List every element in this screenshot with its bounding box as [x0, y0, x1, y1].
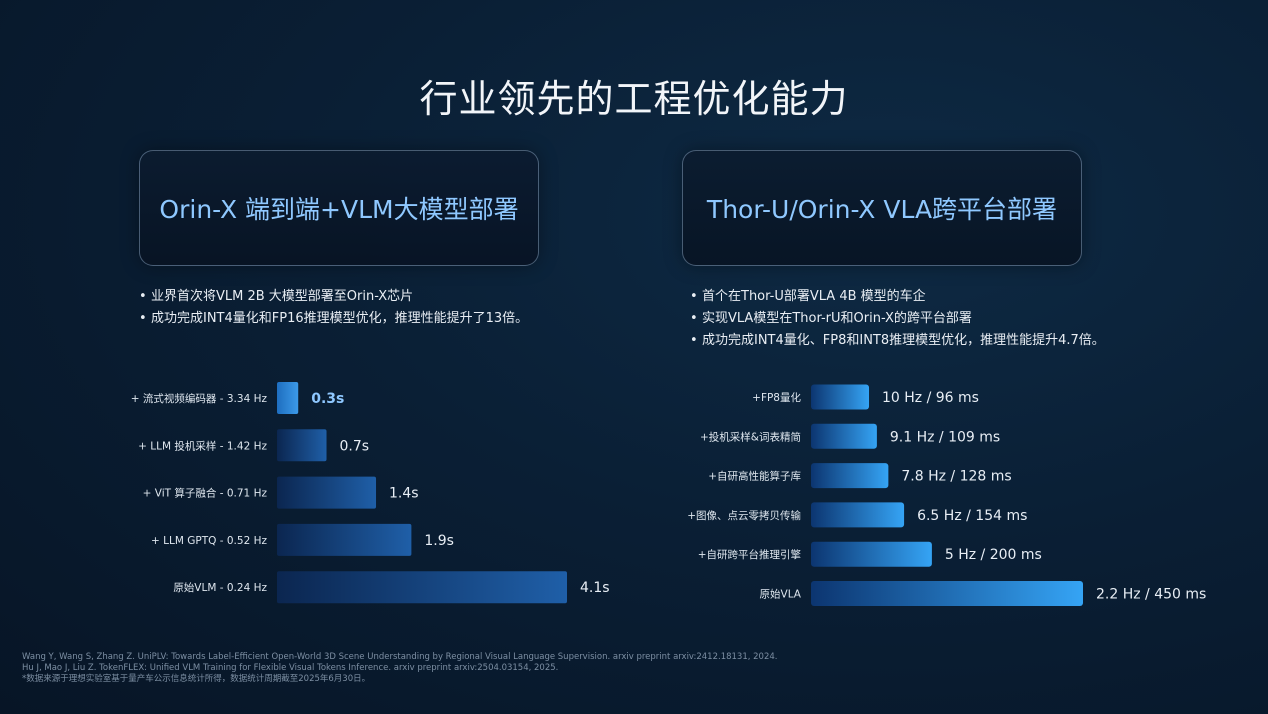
- value-label: 10 Hz / 96 ms: [882, 390, 979, 406]
- category-label: + ViT 算子融合 - 0.71 Hz: [143, 487, 268, 500]
- value-label: 9.1 Hz / 109 ms: [890, 429, 1000, 445]
- value-label: 1.9s: [424, 533, 454, 549]
- bar: [277, 382, 299, 414]
- right-bullet-list: 首个在Thor-U部署VLA 4B 模型的车企 实现VLA模型在Thor-rU和…: [690, 286, 1105, 352]
- category-label: 原始VLA: [760, 588, 802, 601]
- category-label: +自研跨平台推理引擎: [698, 548, 802, 561]
- bar: [277, 571, 567, 604]
- left-panel-title: Orin-X 端到端+VLM大模型部署: [159, 195, 519, 224]
- right-panel-header: Thor-U/Orin-X VLA跨平台部署: [682, 150, 1082, 266]
- bar: [811, 581, 1083, 606]
- left-panel-header: Orin-X 端到端+VLM大模型部署: [139, 150, 539, 266]
- category-label: +自研高性能算子库: [708, 470, 801, 483]
- value-label: 0.7s: [340, 438, 370, 454]
- right-frequency-chart: +FP8量化 10 Hz / 96 ms +投机采样&词表精简 9.1 Hz / 10…: [687, 384, 1206, 606]
- footnote-line: Wang Y, Wang S, Zhang Z. UniPLV: Towards…: [22, 652, 778, 662]
- value-label: 1.4s: [389, 486, 419, 502]
- right-panel-title: Thor-U/Orin-X VLA跨平台部署: [706, 195, 1058, 224]
- value-label: 2.2 Hz / 450 ms: [1096, 587, 1206, 603]
- category-label: +投机采样&词表精简: [700, 430, 801, 443]
- value-label: 7.8 Hz / 128 ms: [901, 469, 1011, 485]
- category-label: +图像、点云零拷贝传输: [687, 509, 801, 522]
- category-label: + LLM GPTQ - 0.52 Hz: [151, 535, 267, 547]
- footnotes: Wang Y, Wang S, Zhang Z. UniPLV: Towards…: [22, 652, 777, 685]
- left-latency-chart: + 流式视频编码器 - 3.34 Hz 0.3s + LLM 投机采样 - 1.42…: [131, 382, 610, 604]
- footnote-line: Hu J, Mao J, Liu Z. TokenFLEX: Unified V…: [22, 663, 559, 673]
- value-label: 4.1s: [580, 580, 610, 596]
- bar: [811, 423, 877, 449]
- bar: [811, 463, 889, 489]
- bar: [811, 384, 870, 410]
- value-label: 6.5 Hz / 154 ms: [917, 508, 1027, 524]
- footnote-line: *数据来源于理想实验室基于量产车公示信息统计所得，数据统计周期截至2025年6月…: [22, 674, 371, 684]
- page-title: 行业领先的工程优化能力: [419, 77, 849, 121]
- bar: [277, 523, 412, 556]
- left-bullet-item: 业界首次将VLM 2B 大模型部署至Orin-X芯片: [139, 286, 528, 308]
- category-label: + LLM 投机采样 - 1.42 Hz: [138, 439, 267, 452]
- right-bullet-item: 首个在Thor-U部署VLA 4B 模型的车企: [690, 286, 1105, 308]
- value-label: 0.3s: [311, 391, 344, 407]
- bar: [277, 476, 377, 509]
- category-label: + 流式视频编码器 - 3.34 Hz: [131, 392, 268, 405]
- right-bullet-item: 实现VLA模型在Thor-rU和Orin-X的跨平台部署: [690, 308, 1105, 330]
- category-label: 原始VLM - 0.24 Hz: [173, 581, 267, 594]
- value-label: 5 Hz / 200 ms: [945, 547, 1042, 563]
- category-label: +FP8量化: [752, 391, 801, 404]
- bar: [811, 541, 932, 567]
- bar: [811, 502, 905, 528]
- bar: [277, 429, 327, 462]
- right-bullet-item: 成功完成INT4量化、FP8和INT8推理模型优化，推理性能提升4.7倍。: [690, 330, 1105, 352]
- left-bullet-list: 业界首次将VLM 2B 大模型部署至Orin-X芯片 成功完成INT4量化和FP…: [139, 286, 528, 330]
- left-bullet-item: 成功完成INT4量化和FP16推理模型优化，推理性能提升了13倍。: [139, 308, 528, 330]
